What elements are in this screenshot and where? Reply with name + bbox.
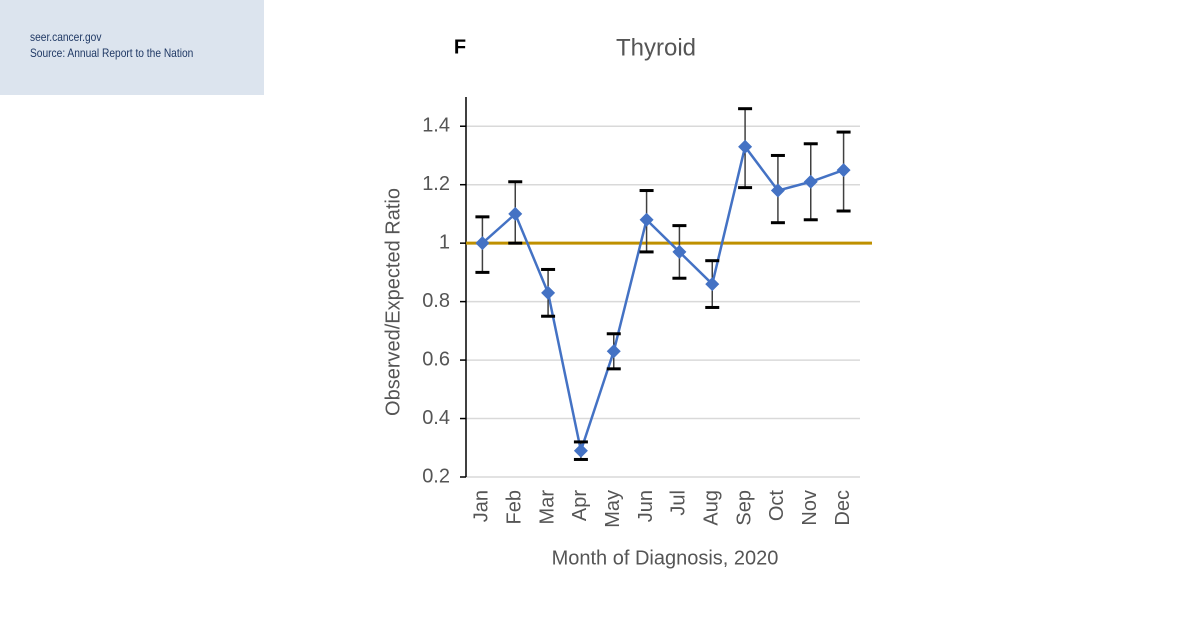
- data-point: [508, 206, 523, 221]
- y-tick-label: 0.8: [422, 290, 450, 312]
- data-point: [803, 174, 818, 189]
- source-box: seer.cancer.gov Source: Annual Report to…: [0, 0, 264, 95]
- series-line: [481, 143, 845, 456]
- data-point: [672, 244, 687, 259]
- y-tick-label: 0.6: [422, 348, 450, 370]
- data-point: [705, 277, 720, 292]
- data-point: [475, 236, 490, 251]
- y-tick-label: 1.2: [422, 173, 450, 195]
- chart-title: Thyroid: [616, 34, 696, 61]
- x-tick-label: Nov: [799, 490, 821, 526]
- data-point: [770, 183, 785, 198]
- data-point: [541, 285, 556, 300]
- data-point: [738, 139, 753, 154]
- x-axis-label: Month of Diagnosis, 2020: [552, 547, 779, 569]
- data-point: [606, 344, 621, 359]
- y-axis-label: Observed/Expected Ratio: [382, 188, 404, 416]
- data-point: [639, 212, 654, 227]
- x-tick-label: Sep: [733, 490, 755, 526]
- y-tick-label: 1.4: [422, 115, 450, 137]
- x-tick-label: May: [602, 490, 624, 528]
- x-tick-label: Dec: [832, 490, 854, 526]
- x-tick-label: Apr: [569, 490, 591, 521]
- x-tick-label: Feb: [504, 490, 526, 524]
- panel-label: F: [454, 36, 466, 58]
- x-tick-label: Jun: [635, 490, 657, 522]
- x-tick-label: Oct: [766, 490, 788, 522]
- data-point: [836, 163, 851, 178]
- x-tick-label: Aug: [701, 490, 723, 526]
- x-tick-label: Mar: [536, 490, 558, 525]
- site-text: seer.cancer.gov: [30, 30, 102, 44]
- data-point: [573, 443, 588, 458]
- y-tick-label: 0.2: [422, 465, 450, 487]
- x-tick-label: Jul: [668, 490, 690, 516]
- x-tick-label: Jan: [471, 490, 493, 522]
- y-tick-label: 1: [439, 231, 450, 253]
- source-text: Source: Annual Report to the Nation: [30, 46, 194, 60]
- y-tick-label: 0.4: [422, 407, 450, 429]
